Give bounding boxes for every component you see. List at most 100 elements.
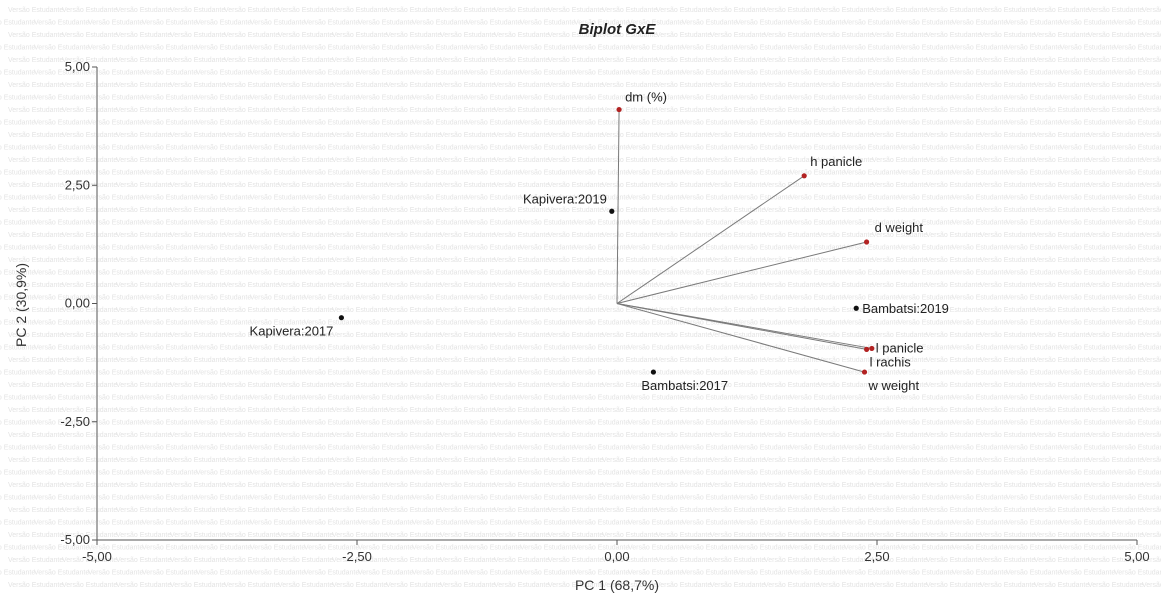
watermark-text: Versão Estudante xyxy=(8,107,63,114)
watermark-text: Versão Estudante xyxy=(386,482,441,489)
watermark-text: Versão Estudante xyxy=(440,32,495,39)
vector-tip xyxy=(869,345,875,352)
watermark-text: Versão Estudante xyxy=(440,532,495,539)
watermark-text: Versão Estudante xyxy=(0,220,35,227)
watermark-text: Versão Estudante xyxy=(1060,345,1115,352)
watermark-text: Versão Estudante xyxy=(224,7,279,14)
watermark-text: Versão Estudante xyxy=(8,382,63,389)
watermark-text: Versão Estudante xyxy=(1006,95,1061,102)
watermark-text: Versão Estudante xyxy=(548,407,603,414)
watermark-text: Versão Estudante xyxy=(844,220,899,227)
watermark-text: Versão Estudante xyxy=(574,70,629,77)
watermark-text: Versão Estudante xyxy=(62,32,117,39)
watermark-text: Versão Estudante xyxy=(412,170,467,177)
watermark-text: Versão Estudante xyxy=(926,407,981,414)
watermark-text: Versão Estudante xyxy=(1060,70,1115,77)
watermark-text: Versão Estudante xyxy=(764,382,819,389)
watermark-text: Versão Estudante xyxy=(358,395,413,402)
watermark-text: Versão Estudante xyxy=(88,245,143,252)
watermark-text: Versão Estudante xyxy=(304,345,359,352)
x-tick-label: 2,50 xyxy=(864,549,889,564)
watermark-text: Versão Estudante xyxy=(818,282,873,289)
watermark-text: Versão Estudante xyxy=(926,482,981,489)
watermark-text: Versão Estudante xyxy=(574,570,629,577)
watermark-text: Versão Estudante xyxy=(358,245,413,252)
watermark-text: Versão Estudante xyxy=(142,370,197,377)
vector-tip xyxy=(864,239,870,245)
watermark-text: Versão Estudante xyxy=(34,445,89,452)
watermark-text: Versão Estudante xyxy=(88,220,143,227)
watermark-text: Versão Estudante xyxy=(952,220,1007,227)
vector-tip xyxy=(616,106,622,113)
watermark-text: Versão Estudante xyxy=(574,545,629,552)
x-tick-label: 0,00 xyxy=(604,549,629,564)
watermark-text: Versão Estudante xyxy=(412,495,467,502)
watermark-text: Versão Estudante xyxy=(628,320,683,327)
watermark-text: Versão Estudante xyxy=(88,495,143,502)
watermark-text: Versão Estudante xyxy=(332,307,387,314)
watermark-text: Versão Estudante xyxy=(412,395,467,402)
watermark-text: Versão Estudante xyxy=(332,407,387,414)
watermark-text: Versão Estudante xyxy=(548,257,603,264)
watermark-text: Versão Estudante xyxy=(34,570,89,577)
watermark-text: Versão Estudante xyxy=(224,457,279,464)
watermark-text: Versão Estudante xyxy=(250,295,305,302)
watermark-text: Versão Estudante xyxy=(926,307,981,314)
watermark-text: Versão Estudante xyxy=(656,532,711,539)
watermark-text: Versão Estudante xyxy=(0,545,35,552)
watermark-text: Versão Estudante xyxy=(872,407,927,414)
y-tick-label: 2,50 xyxy=(65,177,90,192)
watermark-text: Versão Estudante xyxy=(980,32,1035,39)
watermark-text: Versão Estudante xyxy=(224,482,279,489)
watermark-text: Versão Estudante xyxy=(682,470,737,477)
watermark-text: Versão Estudante xyxy=(8,257,63,264)
watermark-text: Versão Estudante xyxy=(250,445,305,452)
watermark-text: Versão Estudante xyxy=(494,332,549,339)
watermark-text: Versão Estudante xyxy=(440,457,495,464)
watermark-text: Versão Estudante xyxy=(386,407,441,414)
watermark-text: Versão Estudante xyxy=(682,445,737,452)
watermark-text: Versão Estudante xyxy=(440,257,495,264)
genotype-points: Kapivera:2019 Bambatsi:2019 Kapivera:2017 B… xyxy=(250,191,949,393)
watermark-text: Versão Estudante xyxy=(520,520,575,527)
genotype-point xyxy=(338,315,344,321)
watermark-text: Versão Estudante xyxy=(88,20,143,27)
watermark-text: Versão Estudante xyxy=(8,557,63,564)
watermark-text: Versão Estudante xyxy=(844,245,899,252)
watermark-text: Versão Estudante xyxy=(8,432,63,439)
watermark-text: Versão Estudante xyxy=(574,345,629,352)
watermark-text: Versão Estudante xyxy=(196,570,251,577)
watermark-text: Versão Estudante xyxy=(386,457,441,464)
watermark-text: Versão Estudante xyxy=(872,557,927,564)
watermark-text: Versão Estudante xyxy=(980,107,1035,114)
watermark-text: Versão Estudante xyxy=(628,445,683,452)
watermark-text: Versão Estudante xyxy=(844,420,899,427)
watermark-text: Versão Estudante xyxy=(8,132,63,139)
watermark-text: Versão Estudante xyxy=(466,295,521,302)
watermark-text: Versão Estudante xyxy=(628,145,683,152)
x-tick-label: -5,00 xyxy=(82,549,112,564)
watermark-text: Versão Estudante xyxy=(628,495,683,502)
watermark-text: Versão Estudante xyxy=(952,95,1007,102)
watermark-text: Versão Estudante xyxy=(304,470,359,477)
watermark-text: Versão Estudante xyxy=(466,20,521,27)
watermark-text: Versão Estudante xyxy=(386,232,441,239)
watermark-text: Versão Estudante xyxy=(520,20,575,27)
watermark-text: Versão Estudante xyxy=(1114,445,1161,452)
watermark-text: Versão Estudante xyxy=(34,470,89,477)
watermark-text: Versão Estudante xyxy=(1060,45,1115,52)
watermark-text: Versão Estudante xyxy=(250,70,305,77)
watermark-text: Versão Estudante xyxy=(764,182,819,189)
watermark-text: Versão Estudante xyxy=(412,120,467,127)
watermark-text: Versão Estudante xyxy=(494,232,549,239)
watermark-text: Versão Estudante xyxy=(872,157,927,164)
watermark-text: Versão Estudante xyxy=(952,270,1007,277)
watermark-text: Versão Estudante xyxy=(196,445,251,452)
watermark-text: Versão Estudante xyxy=(412,295,467,302)
watermark-text: Versão Estudante xyxy=(844,295,899,302)
watermark-text: Versão Estudante xyxy=(926,157,981,164)
watermark-text: Versão Estudante xyxy=(358,445,413,452)
watermark-text: Versão Estudante xyxy=(8,182,63,189)
watermark-text: Versão Estudante xyxy=(494,82,549,89)
watermark-text: Versão Estudante xyxy=(386,382,441,389)
